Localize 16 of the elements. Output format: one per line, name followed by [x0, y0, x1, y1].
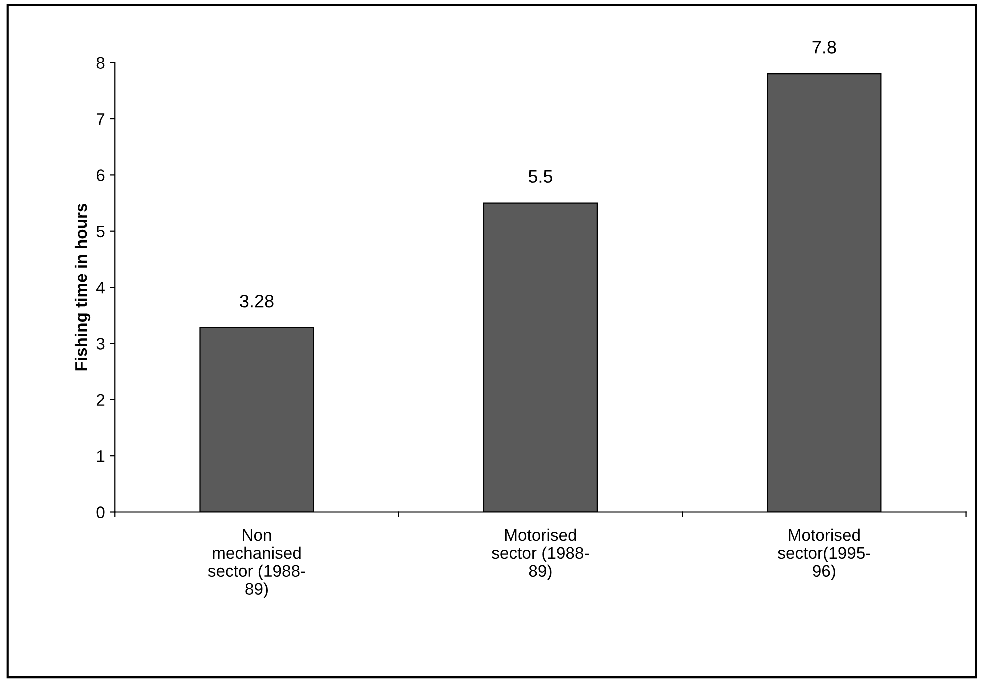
- y-tick-label: 3: [96, 338, 105, 350]
- y-tick-label: 4: [96, 282, 105, 294]
- y-tick-label: 0: [96, 506, 105, 518]
- y-axis-title: Fishing time in hours: [74, 204, 91, 371]
- x-tick-label: Non mechanised sector (1988- 89): [208, 530, 306, 598]
- y-tick-label: 2: [96, 394, 105, 406]
- y-tick-label: 6: [96, 170, 105, 182]
- y-tick-label: 1: [97, 450, 105, 462]
- y-tick-label: 7: [96, 114, 105, 126]
- x-tick-label: Motorised sector(1995- 96): [778, 528, 870, 580]
- y-tick-label: 8: [96, 57, 105, 70]
- data-label: 7.8: [812, 41, 836, 54]
- data-label: 3.28: [240, 294, 274, 308]
- x-tick-label: Motorised sector (1988- 89): [492, 528, 590, 580]
- y-tick-label: 5: [96, 226, 105, 238]
- data-label: 5.5: [528, 170, 552, 184]
